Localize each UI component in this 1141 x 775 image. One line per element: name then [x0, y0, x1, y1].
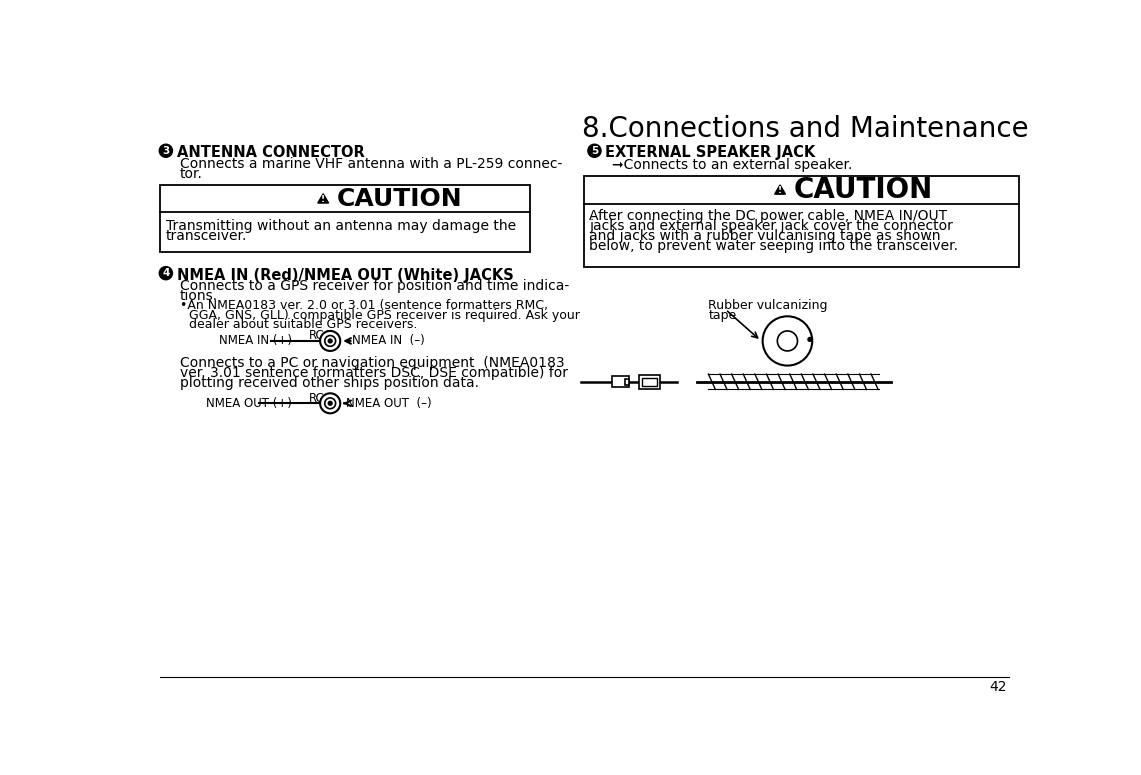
Text: Connects to a PC or navigation equipment  (NMEA0183: Connects to a PC or navigation equipment… — [180, 356, 565, 370]
Bar — [625, 379, 630, 385]
Circle shape — [777, 331, 798, 351]
Text: CAUTION: CAUTION — [794, 176, 933, 204]
Text: After connecting the DC power cable, NMEA IN/OUT: After connecting the DC power cable, NME… — [589, 209, 947, 223]
Text: •An NMEA0183 ver. 2.0 or 3.01 (sentence formatters RMC,: •An NMEA0183 ver. 2.0 or 3.01 (sentence … — [180, 299, 548, 312]
Bar — [641, 378, 657, 386]
Text: EXTERNAL SPEAKER JACK: EXTERNAL SPEAKER JACK — [605, 146, 816, 160]
Circle shape — [325, 398, 335, 408]
Text: GGA, GNS, GLL) compatible GPS receiver is required. Ask your: GGA, GNS, GLL) compatible GPS receiver i… — [189, 308, 580, 322]
Text: Connects a marine VHF antenna with a PL-259 connec-: Connects a marine VHF antenna with a PL-… — [180, 157, 563, 171]
Text: 3: 3 — [162, 146, 170, 156]
Text: NMEA IN (+): NMEA IN (+) — [219, 335, 292, 347]
Bar — [160, 185, 531, 253]
Circle shape — [329, 339, 332, 343]
Text: 42: 42 — [989, 680, 1006, 694]
Text: !: ! — [321, 195, 325, 204]
Text: Rubber vulcanizing: Rubber vulcanizing — [709, 299, 828, 312]
Circle shape — [321, 331, 340, 351]
Text: NMEA OUT (+): NMEA OUT (+) — [207, 397, 292, 410]
Text: CAUTION: CAUTION — [337, 187, 463, 211]
Bar — [639, 375, 661, 389]
Bar — [584, 176, 1019, 267]
Text: RCA: RCA — [309, 329, 333, 343]
Text: and jacks with a rubber vulcanising tape as shown: and jacks with a rubber vulcanising tape… — [589, 229, 940, 243]
Polygon shape — [775, 185, 785, 195]
Text: dealer about suitable GPS receivers.: dealer about suitable GPS receivers. — [189, 318, 418, 331]
Text: jacks and external speaker jack cover the connector: jacks and external speaker jack cover th… — [589, 219, 953, 233]
Text: ➞Connects to an external speaker.: ➞Connects to an external speaker. — [612, 157, 852, 172]
Circle shape — [808, 337, 812, 341]
Text: 5: 5 — [591, 146, 598, 156]
Circle shape — [325, 336, 335, 346]
Text: below, to prevent water seeping into the transceiver.: below, to prevent water seeping into the… — [589, 239, 958, 253]
Text: plotting received other ships position data.: plotting received other ships position d… — [180, 377, 479, 391]
Polygon shape — [318, 194, 329, 203]
Text: tions.: tions. — [180, 289, 218, 303]
Text: Connects to a GPS receiver for position and time indica-: Connects to a GPS receiver for position … — [180, 279, 569, 294]
Circle shape — [160, 144, 172, 157]
Text: Transmitting without an antenna may damage the: Transmitting without an antenna may dama… — [165, 219, 516, 232]
Text: 4: 4 — [162, 268, 170, 278]
Text: NMEA IN  (–): NMEA IN (–) — [351, 335, 424, 347]
Text: !: ! — [778, 186, 782, 195]
Text: tape: tape — [709, 309, 737, 322]
Circle shape — [321, 393, 340, 413]
Bar — [612, 377, 629, 388]
Circle shape — [588, 144, 601, 157]
Text: tor.: tor. — [180, 167, 203, 181]
Text: ANTENNA CONNECTOR: ANTENNA CONNECTOR — [177, 146, 364, 160]
Circle shape — [160, 267, 172, 280]
Text: transceiver.: transceiver. — [165, 229, 248, 243]
Text: ver. 3.01 sentence formatters DSC, DSE compatible) for: ver. 3.01 sentence formatters DSC, DSE c… — [180, 367, 568, 381]
Text: RCA: RCA — [309, 391, 333, 405]
Text: 8.Connections and Maintenance: 8.Connections and Maintenance — [582, 115, 1028, 143]
Circle shape — [762, 316, 812, 366]
Text: NMEA IN (Red)/NMEA OUT (White) JACKS: NMEA IN (Red)/NMEA OUT (White) JACKS — [177, 268, 513, 283]
Text: NMEA OUT  (–): NMEA OUT (–) — [346, 397, 431, 410]
Circle shape — [329, 401, 332, 405]
